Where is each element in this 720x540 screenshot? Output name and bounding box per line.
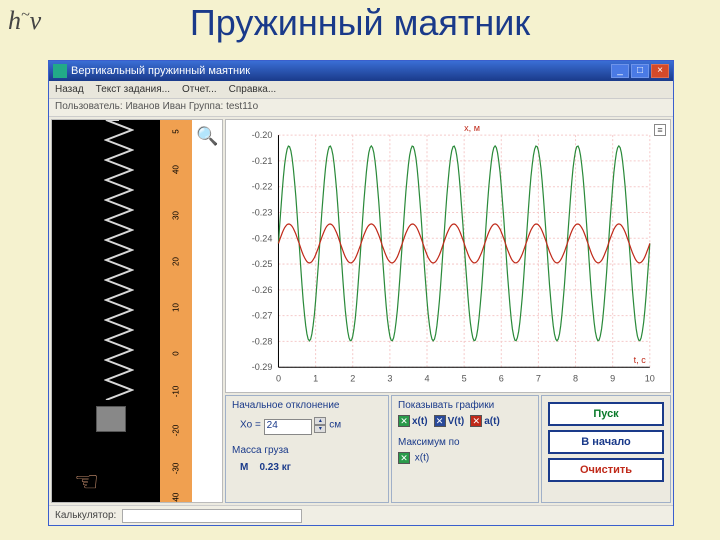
svg-text:9: 9 [610,373,615,383]
svg-text:-0.22: -0.22 [252,181,273,191]
max-check-x-label: x(t) [415,453,429,464]
chart-panel: -0.20 -0.21 -0.22 -0.23 -0.24 -0.25 -0.26 -0.27… [225,119,671,393]
svg-text:x, м: x, м [464,123,480,133]
ruler-tick: 40 [172,154,181,186]
chart-menu-icon[interactable]: ≡ [654,124,666,136]
weight-block[interactable] [96,406,126,432]
max-check-x[interactable] [398,452,410,464]
svg-text:10: 10 [645,373,655,383]
svg-text:-0.26: -0.26 [252,284,273,294]
svg-text:6: 6 [499,373,504,383]
ruler-tick: -40 [172,483,181,503]
spring-icon [104,120,134,400]
xo-unit: см [329,420,341,431]
check-label: a(t) [484,416,500,427]
svg-text:-0.29: -0.29 [252,362,273,372]
ruler-tick: -20 [172,414,181,446]
menu-report[interactable]: Отчет... [182,84,217,95]
check-label: x(t) [412,416,428,427]
m-value: 0.23 кг [259,462,290,473]
svg-text:-0.23: -0.23 [252,207,273,217]
menu-task[interactable]: Текст задания... [96,84,170,95]
calc-label: Калькулятор: [55,510,116,521]
oscillation-chart: -0.20 -0.21 -0.22 -0.23 -0.24 -0.25 -0.26 -0.27… [226,120,670,392]
close-button[interactable]: × [651,64,669,78]
calc-input[interactable] [122,509,302,523]
check-V(t)[interactable] [434,415,446,427]
svg-text:8: 8 [573,373,578,383]
ruler-tick: 20 [172,246,181,278]
maximize-button[interactable]: □ [631,64,649,78]
menubar: Назад Текст задания... Отчет... Справка.… [49,81,673,99]
ruler-tick: 30 [172,200,181,232]
svg-text:-0.20: -0.20 [252,130,273,140]
ruler-tick: 0 [172,338,181,370]
svg-text:5: 5 [462,373,467,383]
deviation-title: Начальное отклонение [232,400,382,411]
ruler-tick: 5 [172,119,181,148]
hand-icon: ☞ [74,465,99,498]
show-title: Показывать графики [398,400,532,411]
svg-text:-0.25: -0.25 [252,259,273,269]
window-title: Вертикальный пружинный маятник [71,65,611,77]
titlebar: Вертикальный пружинный маятник _ □ × [49,61,673,81]
controls-row: Начальное отклонение Xo = 24 ▴▾ см Масса… [225,395,671,503]
start-button[interactable]: Пуск [548,402,664,426]
simulation-panel: 5 40 30 20 10 0 -10 -20 -30-40 🔍 ☞ [51,119,223,503]
svg-text:1: 1 [313,373,318,383]
svg-text:2: 2 [350,373,355,383]
show-graphs-box: Показывать графики x(t) V(t) a(t) Максимум… [391,395,539,503]
check-label: V(t) [448,416,465,427]
svg-text:0: 0 [276,373,281,383]
app-icon [53,64,67,78]
mass-title: Масса груза [232,445,382,456]
ruler-tick: -10 [172,376,181,408]
svg-text:3: 3 [387,373,392,383]
magnifier-icon[interactable]: 🔍 [196,126,218,147]
initial-params-box: Начальное отклонение Xo = 24 ▴▾ см Масса… [225,395,389,503]
ruler: 5 40 30 20 10 0 -10 -20 -30-40 [160,120,192,502]
svg-text:4: 4 [424,373,429,383]
minimize-button[interactable]: _ [611,64,629,78]
xo-spinner[interactable]: ▴▾ [314,417,326,433]
svg-text:-0.24: -0.24 [252,233,273,243]
m-label: M [240,462,248,473]
svg-text:t, с: t, с [634,355,647,365]
xo-input[interactable]: 24 [264,419,312,435]
ruler-tick: 10 [172,292,181,324]
xo-label: Xo = [240,420,261,431]
app-window: Вертикальный пружинный маятник _ □ × Наз… [48,60,674,526]
check-x(t)[interactable] [398,415,410,427]
clear-button[interactable]: Очистить [548,458,664,482]
reset-button[interactable]: В начало [548,430,664,454]
svg-text:-0.28: -0.28 [252,336,273,346]
menu-help[interactable]: Справка... [229,84,277,95]
user-info: Пользователь: Иванов Иван Группа: test11… [49,99,673,117]
menu-back[interactable]: Назад [55,84,84,95]
max-title: Максимум по [398,437,532,448]
svg-text:-0.27: -0.27 [252,310,273,320]
action-buttons-box: Пуск В начало Очистить [541,395,671,503]
ruler-tick: -30 [172,452,181,484]
check-a(t)[interactable] [470,415,482,427]
statusbar: Калькулятор: [49,505,673,525]
page-title: Пружинный маятник [0,2,720,44]
svg-text:-0.21: -0.21 [252,156,273,166]
svg-text:7: 7 [536,373,541,383]
